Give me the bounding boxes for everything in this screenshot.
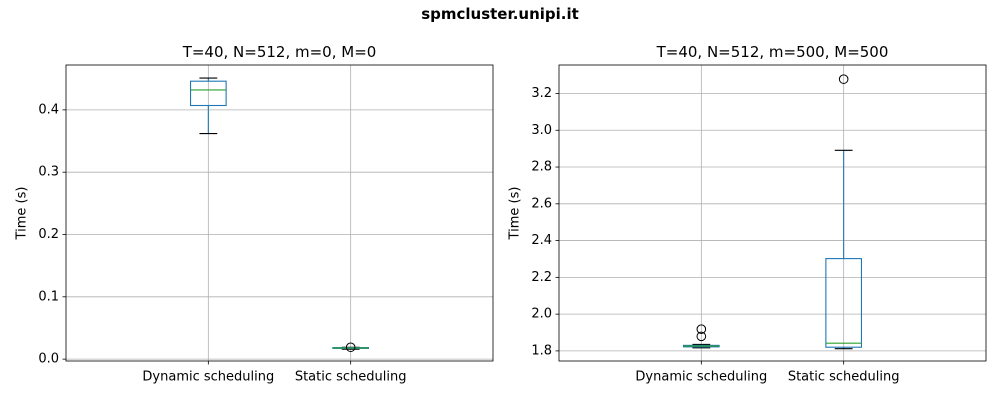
panel2-ytick-label: 2.0: [531, 307, 552, 322]
panel2-box2-outlier-point: [838, 74, 849, 84]
panel1-box2-outlier-point: [345, 342, 356, 353]
panel1-category-label: Dynamic scheduling: [142, 370, 274, 385]
panel1-ytick-label: 0.3: [38, 165, 59, 180]
panel2-ytick-label: 1.8: [531, 343, 552, 358]
panel2-category-label: Static scheduling: [788, 370, 900, 385]
panel2-box1-outlier-point: [696, 331, 707, 342]
panel1-plot-area: [66, 65, 493, 361]
panel2-box2-iqr-box: [825, 258, 863, 348]
panel1-ytick-label: 0.4: [38, 102, 59, 117]
panel1-ytick-label: 0.0: [38, 352, 59, 367]
panel1-ytick-label: 0.2: [38, 227, 59, 242]
panel2-ytick-label: 2.4: [531, 233, 552, 248]
panel2-ytick-label: 3.2: [531, 86, 552, 101]
panel1-box1-iqr-box: [189, 80, 227, 107]
panel2-ytick-label: 2.6: [531, 196, 552, 211]
panel2-box1-outlier-point: [696, 324, 707, 334]
panel2-title: T=40, N=512, m=500, M=500: [656, 43, 889, 61]
panel2-ytick-label: 2.2: [531, 270, 552, 285]
figure-suptitle: spmcluster.unipi.it: [421, 5, 579, 23]
panel2-plot-area: [559, 65, 986, 361]
panel2-ytick-label: 3.0: [531, 123, 552, 138]
panel1-axes-frame: [65, 64, 494, 362]
panel2-ytick-label: 2.8: [531, 160, 552, 175]
panel2-category-label: Dynamic scheduling: [635, 370, 767, 385]
panel1-ylabel: Time (s): [15, 187, 30, 241]
panel1-ytick-label: 0.1: [38, 289, 59, 304]
panel2-ylabel: Time (s): [508, 187, 523, 241]
panel2-axes-frame: [558, 64, 987, 362]
panel1-category-label: Static scheduling: [295, 370, 407, 385]
panel1-title: T=40, N=512, m=0, M=0: [182, 43, 377, 61]
